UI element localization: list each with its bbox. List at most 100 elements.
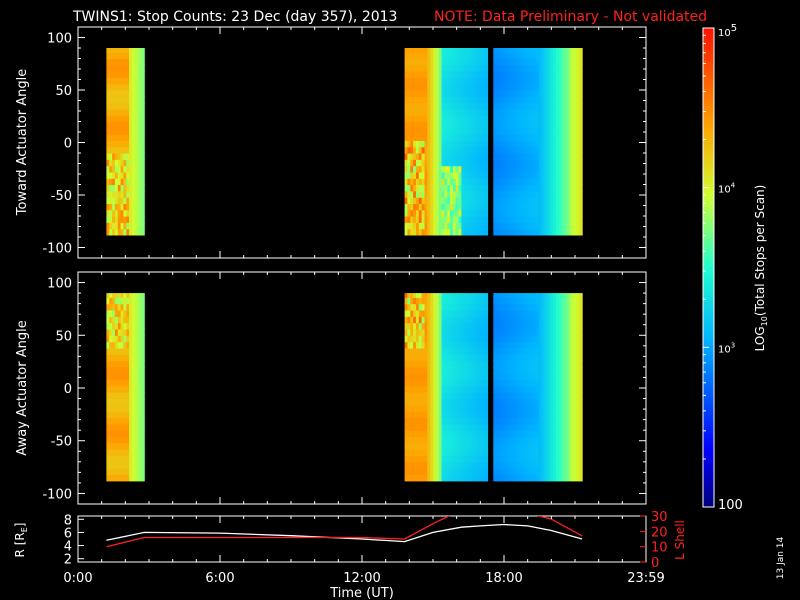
heatmap-cell (450, 228, 454, 236)
heatmap-cell (413, 171, 417, 179)
heatmap-cell (561, 436, 565, 444)
heatmap-cell (421, 293, 425, 298)
heatmap-cell (126, 165, 130, 173)
heatmap-cell (120, 303, 124, 311)
heatmap-cell (513, 203, 517, 211)
heatmap-cell (444, 411, 448, 419)
heatmap-cell (499, 228, 503, 236)
heatmap-cell (567, 335, 571, 343)
heatmap-cell (106, 209, 110, 217)
heatmap-cell (524, 71, 528, 78)
heatmap-cell (544, 297, 548, 305)
heatmap-cell (547, 303, 551, 311)
heatmap-cell (567, 328, 571, 336)
heatmap-cell (413, 347, 417, 355)
heatmap-cell (516, 335, 520, 343)
heatmap-cell (416, 398, 420, 406)
heatmap-cell (538, 347, 543, 355)
heatmap-cell (513, 379, 517, 387)
heatmap-cell (572, 64, 577, 72)
heatmap-cell (444, 436, 448, 444)
heatmap-cell (510, 203, 514, 211)
heatmap-cell (553, 341, 557, 349)
heatmap-cell (452, 115, 457, 123)
heatmap-cell (427, 190, 431, 198)
heatmap-cell (438, 197, 443, 204)
heatmap-cell (487, 121, 489, 129)
y-tick-label: 50 (55, 329, 72, 344)
heatmap-cell (433, 203, 437, 211)
heatmap-cell (475, 184, 479, 192)
heatmap-cell (433, 354, 437, 362)
heatmap-cell (461, 392, 465, 400)
heatmap-cell (499, 102, 503, 110)
heatmap-cell (114, 115, 119, 123)
heatmap-cell (530, 71, 534, 78)
heatmap-cell (109, 449, 113, 457)
heatmap-cell (421, 184, 425, 192)
heatmap-cell (478, 146, 482, 154)
heatmap-cell (433, 341, 437, 349)
heatmap-cell (404, 216, 408, 223)
heatmap-cell (544, 461, 548, 469)
heatmap-cell (458, 474, 462, 482)
heatmap-cell (507, 310, 511, 317)
heatmap-cell (484, 71, 488, 78)
heatmap-cell (518, 83, 523, 91)
heatmap-cell (487, 449, 489, 457)
heatmap-cell (558, 474, 563, 482)
heatmap-cell (112, 96, 116, 104)
heatmap-cell (123, 461, 127, 469)
heatmap-cell (550, 442, 554, 450)
heatmap-cell (447, 335, 451, 343)
heatmap-cell (461, 322, 465, 330)
heatmap-cell (487, 197, 489, 204)
heatmap-cell (137, 190, 141, 198)
heatmap-cell (513, 474, 517, 482)
heatmap-cell (504, 222, 509, 230)
heatmap-cell (475, 385, 479, 393)
heatmap-cell (475, 398, 479, 406)
heatmap-cell (581, 455, 583, 463)
heatmap-cell (475, 222, 479, 230)
heatmap-cell (469, 222, 474, 230)
heatmap-cell (567, 197, 571, 204)
heatmap-cell (572, 216, 577, 223)
heatmap-cell (117, 140, 122, 148)
heatmap-cell (536, 90, 540, 97)
heatmap-cell (510, 115, 514, 123)
heatmap-cell (137, 322, 141, 330)
heatmap-cell (106, 366, 110, 374)
heatmap-cell (143, 474, 145, 482)
heatmap-cell (444, 461, 448, 469)
heatmap-cell (558, 455, 563, 463)
heatmap-cell (544, 222, 548, 230)
heatmap-cell (441, 146, 445, 154)
heatmap-cell (458, 354, 462, 362)
heatmap-cell (524, 165, 528, 173)
heatmap-cell (464, 121, 468, 129)
heatmap-cell (536, 293, 540, 298)
heatmap-cell (447, 197, 451, 204)
heatmap-cell (510, 303, 514, 311)
heatmap-cell (469, 134, 474, 141)
heatmap-cell (555, 64, 560, 72)
heatmap-cell (450, 335, 454, 343)
heatmap-cell (541, 310, 545, 317)
heatmap-cell (430, 360, 434, 368)
heatmap-cell (464, 48, 468, 53)
heatmap-cell (527, 347, 531, 355)
heatmap-cell (504, 347, 509, 355)
heatmap-cell (516, 303, 520, 311)
heatmap-cell (407, 96, 411, 104)
heatmap-cell (499, 197, 503, 204)
heatmap-cell (547, 461, 551, 469)
heatmap-cell (421, 115, 425, 123)
heatmap-cell (407, 442, 411, 450)
heatmap-cell (544, 203, 548, 211)
heatmap-cell (413, 449, 417, 457)
heatmap-cell (458, 449, 462, 457)
radius-line (106, 523, 583, 543)
heatmap-cell (433, 96, 437, 104)
heatmap-cell (496, 190, 500, 198)
